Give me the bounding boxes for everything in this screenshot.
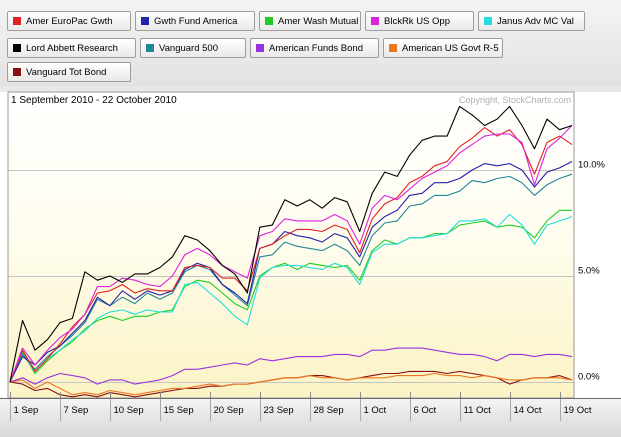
x-tick-label: 28 Sep <box>314 405 344 416</box>
y-tick-label: 5.0% <box>578 266 600 277</box>
legend-swatch <box>265 17 273 25</box>
legend-swatch <box>141 17 149 25</box>
chart-top-band <box>0 86 621 92</box>
legend-label: Lord Abbett Research <box>26 42 118 54</box>
legend-item-blckrk-us-opp[interactable]: BlckRk US Opp <box>365 11 474 31</box>
legend-item-amer-wash-mutual[interactable]: Amer Wash Mutual <box>259 11 361 31</box>
legend-swatch <box>371 17 379 25</box>
legend-label: Amer Wash Mutual <box>278 15 359 27</box>
series-line-vanguard-500 <box>9 173 573 383</box>
series-line-gwth-fund-america <box>9 161 573 383</box>
legend-label: BlckRk US Opp <box>384 15 450 27</box>
y-tick-label: 0.0% <box>578 372 600 383</box>
legend-item-vanguard-tot-bond[interactable]: Vanguard Tot Bond <box>7 62 131 82</box>
legend-label: Janus Adv MC Val <box>497 15 574 27</box>
legend-swatch <box>389 44 397 52</box>
legend-label: Gwth Fund America <box>154 15 238 27</box>
legend-item-vanguard-500[interactable]: Vanguard 500 <box>140 38 246 58</box>
legend: Amer EuroPac Gwth Gwth Fund America Amer W… <box>0 0 621 86</box>
legend-item-american-us-govt-r-5[interactable]: American US Govt R-5 <box>383 38 503 58</box>
plot-area <box>8 92 574 398</box>
legend-swatch <box>13 68 21 76</box>
x-tick-label: 11 Oct <box>464 405 492 416</box>
x-tick-label: 15 Sep <box>164 405 194 416</box>
legend-item-american-funds-bond[interactable]: American Funds Bond <box>250 38 379 58</box>
x-tick-label: 1 Oct <box>364 405 387 416</box>
legend-label: American US Govt R-5 <box>402 42 499 54</box>
legend-swatch <box>256 44 264 52</box>
legend-label: American Funds Bond <box>269 42 363 54</box>
legend-item-lord-abbett-research[interactable]: Lord Abbett Research <box>7 38 136 58</box>
x-tick-label: 23 Sep <box>264 405 294 416</box>
x-tick-label: 19 Oct <box>564 405 592 416</box>
legend-swatch <box>484 17 492 25</box>
series-layer <box>9 105 573 398</box>
legend-label: Vanguard 500 <box>159 42 218 54</box>
series-line-amer-europac-gwth <box>9 127 573 383</box>
legend-item-gwth-fund-america[interactable]: Gwth Fund America <box>135 11 255 31</box>
x-axis-ticks: 1 Sep 7 Sep 10 Sep 15 Sep 20 Sep 23 Sep 28 Sep… <box>10 392 592 421</box>
copyright-watermark: Copyright, StockCharts.com <box>459 95 571 105</box>
y-tick-label: 10.0% <box>578 160 605 171</box>
y-axis-labels: 0.0% 5.0% 10.0% <box>578 160 605 383</box>
legend-swatch <box>13 44 21 52</box>
x-tick-label: 6 Oct <box>414 405 437 416</box>
performance-chart: 1 Sep 7 Sep 10 Sep 15 Sep 20 Sep 23 Sep 28 Sep… <box>0 86 621 437</box>
series-line-lord-abbett-research <box>9 105 573 383</box>
series-line-janus-adv-mc-val <box>9 213 573 383</box>
legend-label: Vanguard Tot Bond <box>26 66 107 78</box>
x-tick-label: 20 Sep <box>214 405 244 416</box>
x-tick-label: 14 Oct <box>514 405 542 416</box>
series-line-blckrk-us-opp <box>9 125 573 383</box>
series-line-amer-wash-mutual <box>9 209 572 383</box>
chart-title: 1 September 2010 - 22 October 2010 <box>11 95 177 106</box>
x-tick-label: 1 Sep <box>14 405 39 416</box>
legend-item-janus-adv-mc-val[interactable]: Janus Adv MC Val <box>478 11 585 31</box>
x-tick-label: 7 Sep <box>64 405 89 416</box>
legend-item-amer-europac-gwth[interactable]: Amer EuroPac Gwth <box>7 11 131 31</box>
series-line-american-funds-bond <box>9 347 573 385</box>
legend-label: Amer EuroPac Gwth <box>26 15 113 27</box>
series-line-american-us-govt-r-5 <box>9 372 573 396</box>
legend-swatch <box>146 44 154 52</box>
x-tick-label: 10 Sep <box>114 405 144 416</box>
legend-swatch <box>13 17 21 25</box>
